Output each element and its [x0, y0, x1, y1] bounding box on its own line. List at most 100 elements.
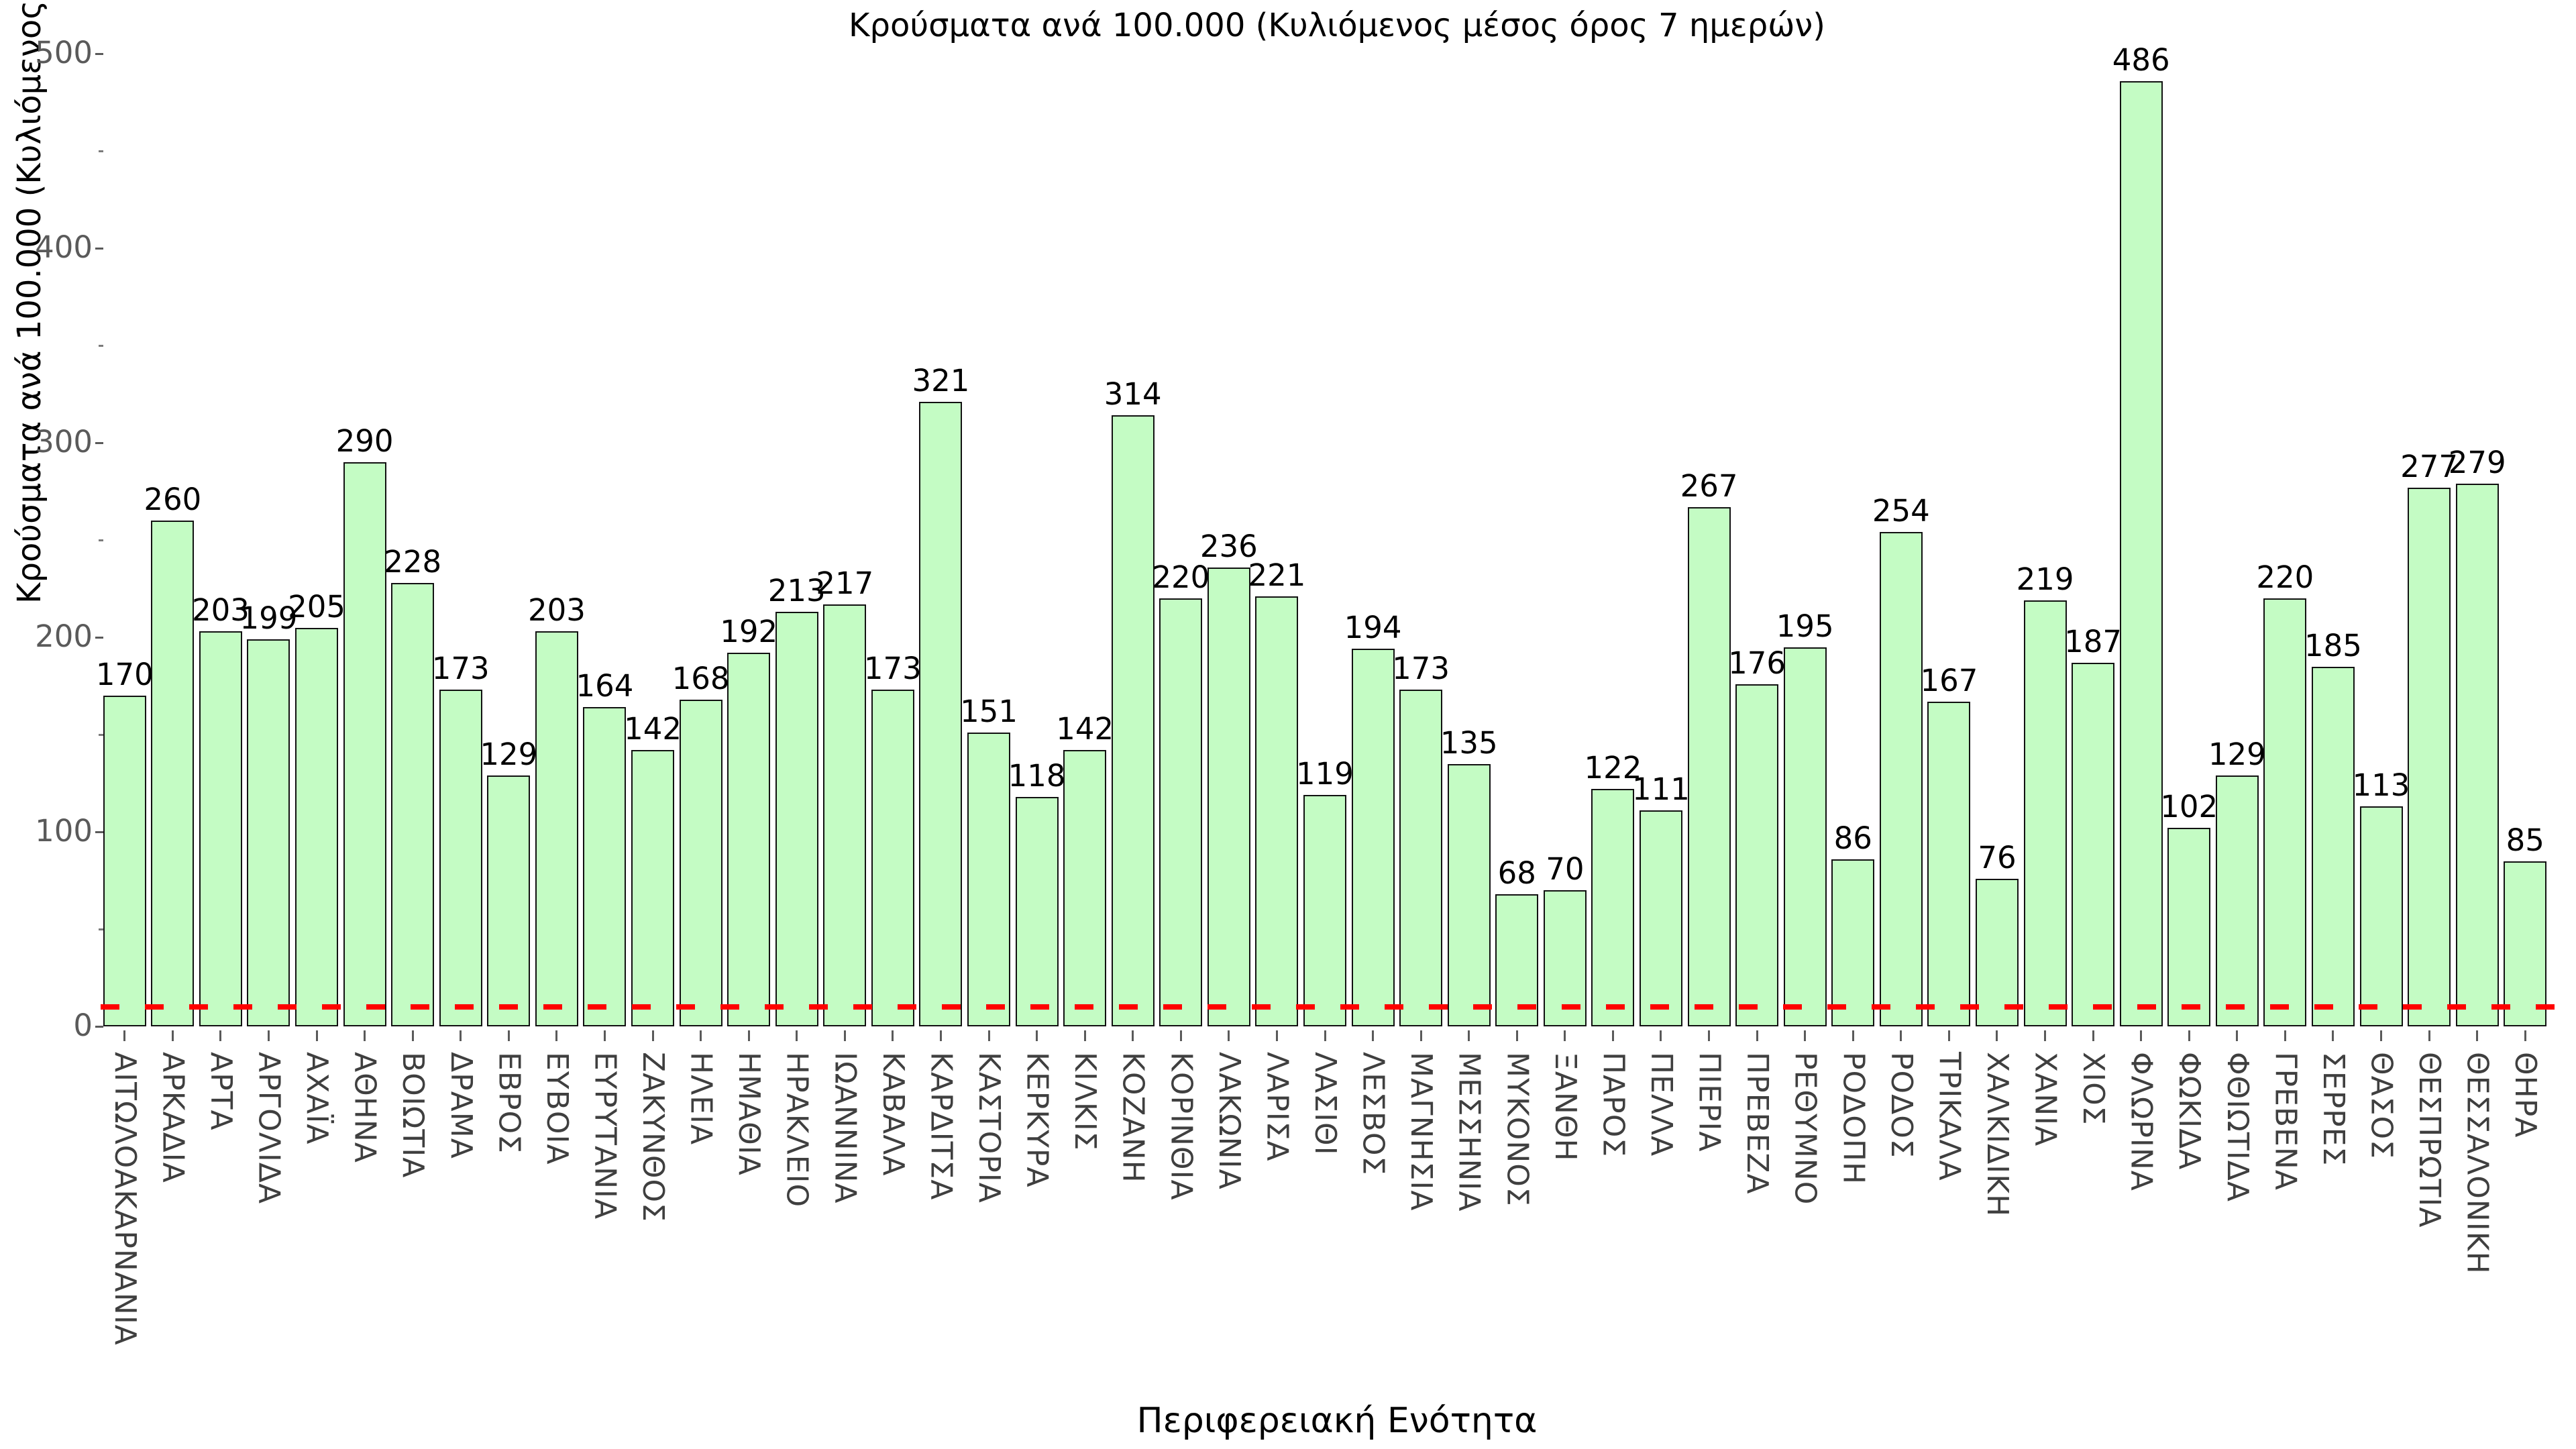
bar: [1399, 690, 1443, 1026]
bar-value-label: 486: [2112, 42, 2170, 78]
bar: [1687, 506, 1731, 1026]
bar: [583, 707, 627, 1026]
x-tick-label: ΚΟΡΙΝΘΙΑ: [1164, 1052, 1199, 1201]
x-tick-label: ΑΙΤΩΛΟΑΚΑΡΝΑΝΙΑ: [107, 1052, 142, 1346]
y-tick-label: 100: [35, 813, 93, 849]
bar: [1063, 750, 1107, 1026]
bar: [1447, 763, 1491, 1026]
x-tick-mark: [1851, 1030, 1854, 1041]
bar-value-label: 142: [1056, 711, 1114, 747]
bar: [247, 639, 290, 1026]
bar: [1879, 532, 1923, 1026]
bar-value-label: 118: [1008, 757, 1066, 794]
x-tick-mark: [1083, 1030, 1086, 1041]
bar: [1303, 794, 1346, 1026]
x-tick-mark: [843, 1030, 846, 1041]
x-tick-label: ΛΑΡΙΣΑ: [1260, 1052, 1295, 1162]
x-tick-mark: [1324, 1030, 1326, 1041]
bar-value-label: 254: [1872, 493, 1930, 529]
bar: [1207, 567, 1250, 1026]
bar-value-label: 173: [431, 651, 490, 687]
x-tick-label: ΤΡΙΚΑΛΑ: [1932, 1052, 1967, 1181]
bar: [2023, 600, 2067, 1026]
x-tick-label: ΗΜΑΘΙΑ: [732, 1052, 767, 1176]
x-tick-label: ΑΘΗΝΑ: [347, 1052, 382, 1163]
y-tick-mark: [95, 248, 103, 250]
x-tick-mark: [2380, 1030, 2382, 1041]
bar-value-label: 199: [239, 600, 298, 636]
x-tick-mark: [1036, 1030, 1038, 1041]
x-tick-mark: [1372, 1030, 1375, 1041]
bar: [1111, 415, 1155, 1026]
y-tick-label: 300: [35, 424, 93, 460]
x-tick-mark: [987, 1030, 990, 1041]
bar: [535, 631, 578, 1026]
x-tick-mark: [267, 1030, 270, 1041]
x-tick-label: ΚΑΒΑΛΑ: [875, 1052, 910, 1177]
x-tick-mark: [123, 1030, 126, 1041]
bar: [2072, 662, 2115, 1026]
x-tick-label: ΛΕΣΒΟΣ: [1356, 1052, 1391, 1176]
x-tick-label: ΛΑΚΩΝΙΑ: [1212, 1052, 1246, 1190]
bar: [967, 733, 1011, 1026]
bar: [1735, 684, 1779, 1026]
x-tick-mark: [2524, 1030, 2526, 1041]
bar-value-label: 70: [1546, 851, 1585, 887]
x-tick-mark: [796, 1030, 798, 1041]
x-tick-label: ΒΟΙΩΤΙΑ: [396, 1052, 431, 1179]
bar: [823, 604, 867, 1026]
bar-value-label: 119: [1296, 755, 1354, 792]
bar-value-label: 129: [480, 736, 538, 772]
x-tick-label: ΑΡΚΑΔΙΑ: [156, 1052, 191, 1183]
bar-value-label: 185: [2304, 627, 2362, 663]
bar-value-label: 167: [1920, 662, 1978, 698]
x-tick-mark: [651, 1030, 654, 1041]
x-tick-mark: [1804, 1030, 1807, 1041]
bar-value-label: 217: [816, 565, 874, 601]
x-tick-label: ΡΟΔΟΠΗ: [1836, 1052, 1871, 1185]
y-tick-label: 0: [73, 1008, 93, 1043]
y-tick-mark: [95, 442, 103, 444]
x-tick-mark: [2092, 1030, 2094, 1041]
x-tick-mark: [2140, 1030, 2143, 1041]
bar: [151, 521, 195, 1026]
x-tick-label: ΘΑΣΟΣ: [2364, 1052, 2399, 1159]
x-tick-mark: [555, 1030, 558, 1041]
bar: [2263, 598, 2307, 1026]
y-minor-tick-mark: [99, 539, 103, 541]
x-tick-mark: [460, 1030, 462, 1041]
x-tick-label: ΗΛΕΙΑ: [684, 1052, 718, 1146]
bar: [727, 653, 771, 1026]
bar: [439, 690, 482, 1026]
bar: [295, 627, 339, 1026]
bar-value-label: 314: [1104, 376, 1162, 413]
x-tick-mark: [2044, 1030, 2047, 1041]
x-tick-mark: [315, 1030, 318, 1041]
bar: [1351, 649, 1395, 1026]
x-tick-label: ΛΑΣΙΘΙ: [1308, 1052, 1342, 1156]
bar-value-label: 203: [191, 592, 250, 629]
x-tick-mark: [1708, 1030, 1711, 1041]
x-tick-label: ΡΕΘΥΜΝΟ: [1788, 1052, 1823, 1205]
x-tick-label: ΑΡΓΟΛΙΔΑ: [252, 1052, 286, 1205]
x-tick-label: ΚΑΣΤΟΡΙΑ: [972, 1052, 1007, 1203]
bar: [1015, 796, 1059, 1026]
bar-value-label: 221: [1248, 557, 1306, 594]
x-tick-label: ΦΛΩΡΙΝΑ: [2124, 1052, 2159, 1191]
x-tick-label: ΦΩΚΙΔΑ: [2172, 1052, 2207, 1171]
y-tick-label: 500: [35, 35, 93, 70]
y-tick-label: 400: [35, 229, 93, 265]
bar: [2215, 775, 2259, 1026]
bar-value-label: 279: [2448, 444, 2506, 480]
x-tick-mark: [1900, 1030, 1902, 1041]
bar: [1591, 789, 1635, 1026]
x-tick-label: ΞΑΝΘΗ: [1548, 1052, 1582, 1162]
x-tick-label: ΘΕΣΠΡΩΤΙΑ: [2412, 1052, 2447, 1228]
bar: [1255, 596, 1299, 1026]
x-tick-mark: [700, 1030, 702, 1041]
x-tick-label: ΚΕΡΚΥΡΑ: [1020, 1052, 1055, 1188]
bar: [103, 696, 146, 1026]
x-tick-label: ΦΘΙΩΤΙΔΑ: [2220, 1052, 2255, 1202]
x-tick-mark: [939, 1030, 942, 1041]
x-tick-mark: [411, 1030, 414, 1041]
